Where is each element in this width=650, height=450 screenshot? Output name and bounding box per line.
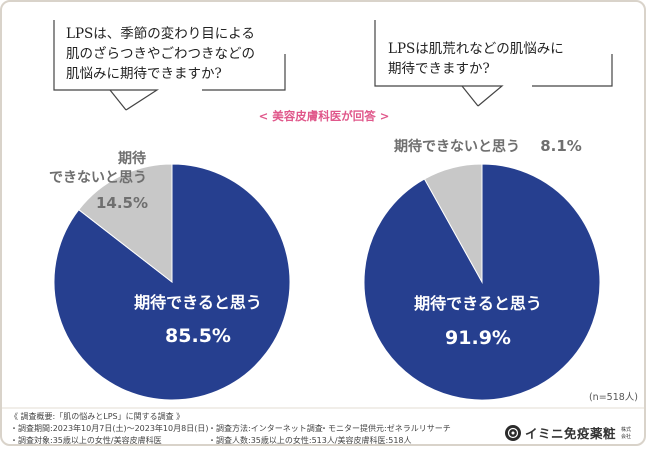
right-question-bracket: [374, 20, 613, 107]
left-not-expect-percent: 14.5%: [96, 194, 148, 212]
right-expect-percent: 91.9%: [445, 327, 511, 349]
brand-logo: イミニ免疫薬粧 株式 会社: [505, 425, 631, 441]
left-question-bracket: [53, 20, 286, 111]
survey-people: ・調査人数:35歳以上の女性:513人/美容皮膚科医:518人: [208, 435, 412, 445]
survey-target: ・調査対象:35歳以上の女性/美容皮膚科医: [10, 435, 162, 445]
left-not-expect-label-line-1: 期待: [118, 150, 146, 167]
left-bracket-pointer: [125, 89, 160, 111]
left-not-expect-label-line-2: できないと思う: [49, 170, 147, 186]
right-not-expect-label: 期待できないと思う: [394, 138, 520, 155]
left-question-line-2: 肌のざらつきやごわつきなどの: [66, 45, 255, 62]
brand-name: イミニ免疫薬粧: [525, 426, 616, 441]
left-question-line-3: 肌悩みに期待できますか?: [66, 66, 222, 82]
left-expect-percent: 85.5%: [165, 325, 231, 347]
right-question-line-2: 期待できますか?: [388, 61, 490, 77]
respondents-label: < 美容皮膚科医が回答 >: [259, 109, 390, 123]
right-expect-label: 期待できると思う: [414, 294, 542, 313]
sample-size-note: (n=518人): [589, 392, 638, 403]
survey-title: 《 調査概要:「肌の悩みとLPS」に関する調査 》: [10, 411, 184, 421]
left-question-line-1: LPSは、季節の変わり目による: [66, 25, 255, 42]
brand-corp-bottom: 会社: [621, 433, 631, 440]
right-question-line-1: LPSは肌荒れなどの肌悩みに: [388, 41, 564, 57]
right-not-expect-percent: 8.1%: [540, 137, 582, 155]
pie-right-slice-not-expect: [423, 163, 483, 284]
survey-method: ・調査方法:インターネット調査: [208, 423, 323, 433]
survey-provider: ・モニター提供元:ゼネラルリサーチ: [320, 423, 451, 433]
brand-corp-top: 株式: [621, 426, 631, 433]
pie-chart-right: [363, 163, 601, 401]
survey-period: ・調査期間:2023年10月7日(土)〜2023年10月8日(日): [10, 423, 208, 433]
pie-chart-left: [53, 163, 291, 401]
pie-left-slice-not-expect: [78, 163, 173, 284]
survey-figure: LPSは、季節の変わり目による 肌のざらつきやごわつきなどの 肌悩みに期待できま…: [2, 20, 644, 445]
left-expect-label: 期待できると思う: [134, 293, 262, 312]
